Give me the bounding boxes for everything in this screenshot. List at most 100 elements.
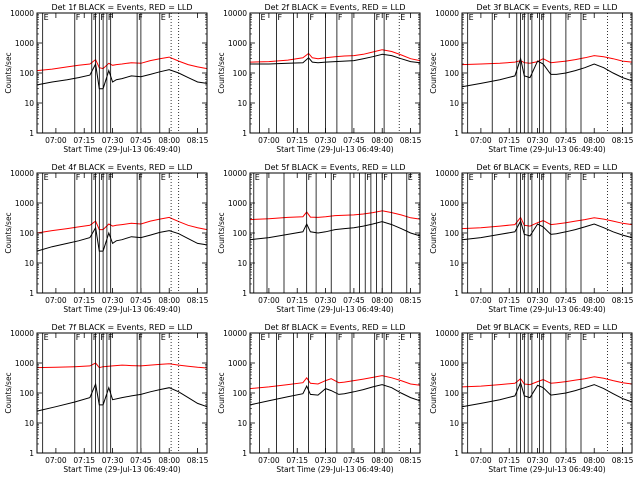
y-axis-label: Counts/sec	[4, 52, 13, 93]
y-tick-label: 1	[29, 289, 34, 298]
vline-label: E	[469, 333, 474, 342]
x-tick-label: 07:00	[45, 456, 67, 465]
vline-label: F	[540, 13, 545, 22]
vline-label: F	[277, 13, 282, 22]
y-tick-label: 10	[237, 99, 247, 108]
plot-frame	[461, 12, 633, 134]
x-tick-label: 08:00	[583, 136, 605, 145]
x-tick-label: 07:00	[258, 456, 280, 465]
vline-label: F	[385, 333, 390, 342]
x-tick-label: 08:15	[400, 456, 422, 465]
vline-label: F	[338, 333, 343, 342]
x-tick-label: 07:00	[470, 296, 492, 305]
y-tick-label: 100	[445, 389, 460, 398]
vline-label: F	[100, 173, 105, 182]
y-tick-label: 100	[20, 389, 35, 398]
chart-title: Det 7f BLACK = Events, RED = LLD	[51, 323, 192, 332]
plot-frame	[36, 172, 208, 294]
y-tick-label: 100	[445, 229, 460, 238]
x-tick-label: 07:15	[73, 136, 95, 145]
series-line-lld	[36, 56, 208, 72]
y-axis-label: Counts/sec	[217, 372, 226, 413]
y-tick-label: 10000	[10, 169, 34, 178]
x-tick-label: 07:45	[555, 456, 577, 465]
vline-label: F	[338, 13, 343, 22]
y-tick-label: 10000	[223, 9, 247, 18]
chart-title: Det 8f BLACK = Events, RED = LLD	[264, 323, 405, 332]
x-tick-label: 07:30	[527, 136, 549, 145]
vline-label: E	[161, 13, 166, 22]
vline-label: F	[93, 333, 98, 342]
series-line-events	[250, 53, 421, 65]
x-tick-label: 08:00	[583, 456, 605, 465]
vline-label: F	[529, 173, 534, 182]
y-tick-label: 1000	[440, 359, 459, 368]
chart-title: Det 3f BLACK = Events, RED = LLD	[476, 3, 617, 12]
vline-label: F	[567, 13, 572, 22]
vline-label: E	[260, 333, 265, 342]
vline-label: F	[76, 13, 81, 22]
y-tick-label: 10	[449, 259, 459, 268]
y-tick-label: 1000	[15, 39, 34, 48]
vline-label: F	[522, 13, 527, 22]
x-tick-label: 07:30	[315, 456, 337, 465]
y-tick-label: 10000	[10, 329, 34, 338]
y-tick-label: 1000	[440, 199, 459, 208]
x-axis-label: Start Time (29-Jul-13 06:49:40)	[488, 465, 605, 474]
y-tick-label: 1000	[228, 359, 247, 368]
x-tick-label: 08:00	[583, 296, 605, 305]
x-axis-label: Start Time (29-Jul-13 06:49:40)	[63, 145, 180, 154]
chart-title: Det 5f BLACK = Events, RED = LLD	[264, 163, 405, 172]
x-tick-label: 07:45	[130, 456, 152, 465]
vline-label: E	[582, 333, 587, 342]
x-tick-label: 07:30	[527, 456, 549, 465]
vline-label: F	[332, 173, 337, 182]
series-line-events	[36, 226, 208, 252]
vline-label: E	[400, 333, 405, 342]
y-axis-label: Counts/sec	[4, 372, 13, 413]
vline-label: F	[540, 173, 545, 182]
vline-label: E	[582, 173, 587, 182]
y-tick-label: 100	[20, 69, 35, 78]
x-tick-label: 07:45	[343, 136, 365, 145]
y-tick-label: 100	[445, 69, 460, 78]
y-tick-label: 10000	[223, 329, 247, 338]
vline-label: E	[44, 173, 49, 182]
series-line-lld	[461, 55, 633, 66]
vline-label: F	[540, 333, 545, 342]
plot-frame	[36, 12, 208, 134]
x-tick-label: 08:15	[187, 456, 209, 465]
series-line-lld	[36, 362, 208, 369]
x-tick-label: 08:15	[612, 296, 634, 305]
vline-label: F	[529, 13, 534, 22]
y-tick-label: 1	[242, 289, 247, 298]
y-tick-label: 1	[454, 449, 459, 458]
y-tick-label: 10	[449, 99, 459, 108]
x-tick-label: 07:45	[555, 136, 577, 145]
x-tick-label: 08:00	[158, 296, 180, 305]
y-tick-label: 1	[242, 129, 247, 138]
x-tick-label: 07:45	[343, 296, 365, 305]
x-tick-label: 08:15	[400, 296, 422, 305]
x-tick-label: 08:15	[612, 136, 634, 145]
chart-title: Det 1f BLACK = Events, RED = LLD	[51, 3, 192, 12]
vline-label: E	[161, 333, 166, 342]
chart-title: Det 9f BLACK = Events, RED = LLD	[476, 323, 617, 332]
vline-label: F	[108, 333, 113, 342]
vline-label: E	[161, 173, 166, 182]
x-axis-label: Start Time (29-Jul-13 06:49:40)	[276, 145, 393, 154]
y-tick-label: 10	[237, 259, 247, 268]
x-tick-label: 07:30	[315, 296, 337, 305]
x-tick-label: 07:30	[102, 296, 124, 305]
y-tick-label: 1000	[15, 359, 34, 368]
y-tick-label: 1000	[440, 39, 459, 48]
vline-label: F	[385, 13, 390, 22]
y-tick-label: 1000	[15, 199, 34, 208]
x-tick-label: 08:00	[371, 456, 393, 465]
y-tick-label: 100	[233, 69, 248, 78]
series-line-lld	[461, 216, 633, 230]
